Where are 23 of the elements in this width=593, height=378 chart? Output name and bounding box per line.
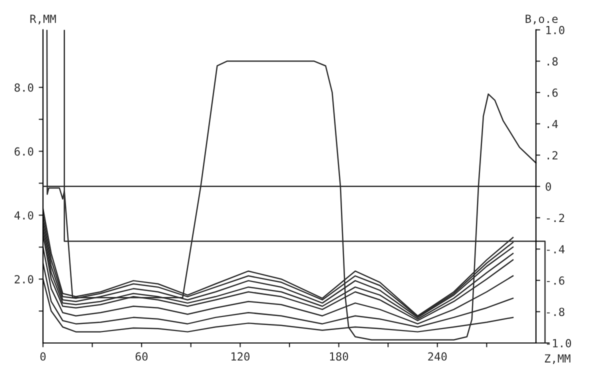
y2-tick-label: .4 [548, 120, 558, 128]
y2-tick-label: -.2 [546, 214, 564, 222]
y-axis-title: R,MM [30, 14, 56, 24]
x-tick-label: 120 [231, 352, 250, 361]
x-tick-label: 60 [136, 352, 148, 361]
y-tick-label: 8.0 [14, 83, 34, 92]
y-tick-label: 2.0 [14, 275, 34, 284]
y2-tick-label: -.4 [546, 245, 565, 254]
y2-tick-label: 0 [546, 182, 551, 191]
y2-tick-label: -.6 [546, 276, 564, 285]
x-tick-label: 180 [330, 352, 348, 361]
x-tick-label: 0 [40, 352, 46, 361]
y2-tick-label: -.8 [546, 308, 564, 316]
y2-axis-title: B,o.e [526, 14, 558, 24]
y-tick-label: 4.0 [14, 211, 34, 220]
y2-tick-label: 1.0 [546, 26, 564, 34]
y2-tick-label: .8 [548, 57, 558, 66]
y2-tick-label: .2 [548, 151, 558, 160]
y-tick-label: 6.0 [14, 147, 34, 156]
y2-tick-label: -1.0 [546, 339, 572, 348]
x-tick-label: 240 [428, 352, 447, 361]
y2-tick-label: .6 [548, 88, 558, 97]
x-axis-title: Z,MM [544, 354, 570, 364]
